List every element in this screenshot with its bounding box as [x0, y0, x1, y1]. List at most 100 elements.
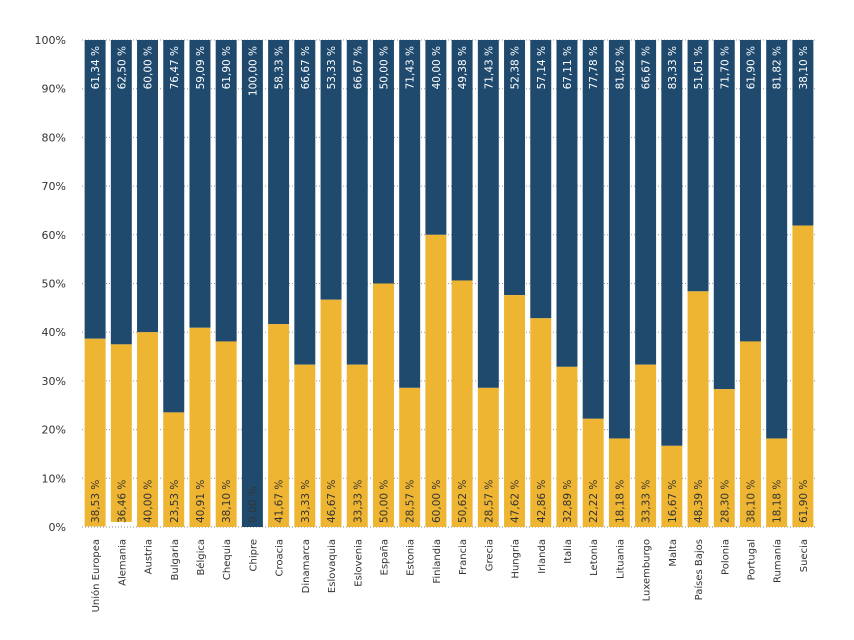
bar-segment-bottom	[477, 387, 499, 527]
data-label-bottom: 22,22 %	[588, 480, 600, 523]
data-label-top: 50,00 %	[378, 46, 390, 89]
bar-segment-top	[582, 40, 604, 419]
bar-segment-bottom	[268, 324, 290, 527]
x-category-label: Lituania	[615, 539, 626, 579]
data-label-top: 51,61 %	[693, 46, 705, 89]
x-category-label: Chipre	[248, 539, 259, 572]
data-label-top: 77,78 %	[588, 46, 600, 89]
data-label-bottom: 18,18 %	[772, 480, 784, 523]
bar-segment-top	[399, 40, 421, 388]
data-label-top: 81,82 %	[614, 46, 626, 89]
data-label-top: 53,33 %	[326, 46, 338, 89]
bar-segment-top	[713, 40, 735, 390]
bar-segment-top	[504, 40, 526, 296]
data-label-top: 100,00 %	[247, 46, 259, 96]
x-category-label: Chequia	[222, 539, 233, 580]
data-label-top: 67,11 %	[562, 46, 574, 89]
bar-segment-top	[84, 40, 106, 339]
x-category-label: España	[379, 539, 390, 575]
y-tick-label: 30%	[42, 375, 66, 388]
bar-segment-top	[556, 40, 578, 367]
bar-segment-bottom	[687, 291, 709, 527]
bar-segment-top	[189, 40, 211, 328]
data-label-bottom: 28,30 %	[719, 480, 731, 523]
bar-segment-bottom	[713, 389, 735, 527]
y-tick-label: 10%	[42, 472, 66, 485]
bar-segment-top	[346, 40, 368, 365]
data-label-top: 58,33 %	[274, 46, 286, 89]
bar-segment-top	[792, 40, 814, 226]
bar-segment-bottom	[163, 412, 185, 527]
bar-segment-bottom	[399, 387, 421, 527]
bar-segment-bottom	[215, 341, 237, 527]
data-label-bottom: 42,86 %	[536, 480, 548, 523]
bar-segment-bottom	[582, 418, 604, 527]
data-label-top: 61,90 %	[745, 46, 757, 89]
y-tick-label: 80%	[42, 131, 66, 144]
data-label-bottom: 23,53 %	[169, 480, 181, 523]
bar-segment-bottom	[635, 364, 657, 527]
bar-segment-bottom	[766, 438, 788, 527]
data-label-bottom: 40,91 %	[195, 480, 207, 523]
data-label-top: 52,38 %	[510, 46, 522, 89]
data-label-bottom: 33,33 %	[641, 480, 653, 523]
bar-segment-top	[320, 40, 342, 300]
data-label-top: 66,67 %	[641, 46, 653, 89]
x-category-label: Bulgaria	[170, 539, 181, 580]
data-label-top: 61,34 %	[90, 46, 102, 89]
x-category-label: Italia	[563, 539, 574, 564]
data-label-bottom: 38,10 %	[745, 480, 757, 523]
x-category-label: Malta	[668, 539, 679, 567]
bar-segment-bottom	[530, 318, 552, 527]
bar-segment-bottom	[425, 234, 447, 528]
data-label-top: 71,43 %	[483, 46, 495, 89]
y-tick-label: 100%	[35, 34, 66, 47]
bar-segment-bottom	[110, 344, 132, 522]
data-label-bottom: 28,57 %	[405, 480, 417, 523]
data-label-top: 57,14 %	[536, 46, 548, 89]
bar-segment-bottom	[504, 295, 526, 527]
x-category-label: Polonia	[720, 539, 731, 575]
y-tick-label: 0%	[49, 521, 66, 534]
data-label-bottom: 61,90 %	[798, 480, 810, 523]
data-label-top: 66,67 %	[352, 46, 364, 89]
x-category-label: Croacia	[275, 539, 286, 577]
bar-segment-top	[451, 40, 473, 281]
bar-segment-bottom	[451, 280, 473, 527]
data-label-top: 76,47 %	[169, 46, 181, 89]
data-label-bottom: 36,46 %	[116, 480, 128, 523]
bar-segment-bottom	[320, 299, 342, 527]
x-category-label: Austria	[144, 539, 155, 574]
x-category-label: Suecia	[799, 539, 810, 572]
bar-segment-top	[530, 40, 552, 319]
data-label-top: 71,43 %	[405, 46, 417, 89]
bar-segment-top	[635, 40, 657, 365]
bar-segment-top	[110, 40, 132, 345]
x-category-label: Eslovaquia	[327, 539, 338, 593]
x-category-label: Luxemburgo	[642, 539, 653, 601]
x-category-label: Dinamarca	[301, 539, 312, 593]
y-tick-label: 40%	[42, 326, 66, 339]
data-label-bottom: 18,18 %	[614, 480, 626, 523]
data-label-bottom: 40,00 %	[143, 480, 155, 523]
bar-segment-bottom	[294, 364, 316, 527]
x-category-label: Rumanía	[772, 539, 784, 583]
data-label-bottom: 47,62 %	[510, 480, 522, 523]
bar-segment-bottom	[792, 225, 814, 527]
data-label-top: 81,82 %	[772, 46, 784, 89]
data-label-top: 49,38 %	[457, 46, 469, 89]
y-tick-label: 60%	[42, 229, 66, 242]
data-label-bottom: 38,53 %	[90, 480, 102, 523]
bar-segment-top	[137, 40, 159, 333]
bar-segment-top	[477, 40, 499, 388]
y-tick-label: 90%	[42, 83, 66, 96]
data-label-top: 61,90 %	[221, 46, 233, 89]
data-label-top: 66,67 %	[300, 46, 312, 89]
data-label-bottom: 16,67 %	[667, 480, 679, 523]
data-label-top: 83,33 %	[667, 46, 679, 89]
data-label-bottom: 46,67 %	[326, 480, 338, 523]
y-tick-label: 70%	[42, 180, 66, 193]
x-category-label: Letonia	[589, 539, 600, 576]
bar-segment-top	[425, 40, 447, 235]
